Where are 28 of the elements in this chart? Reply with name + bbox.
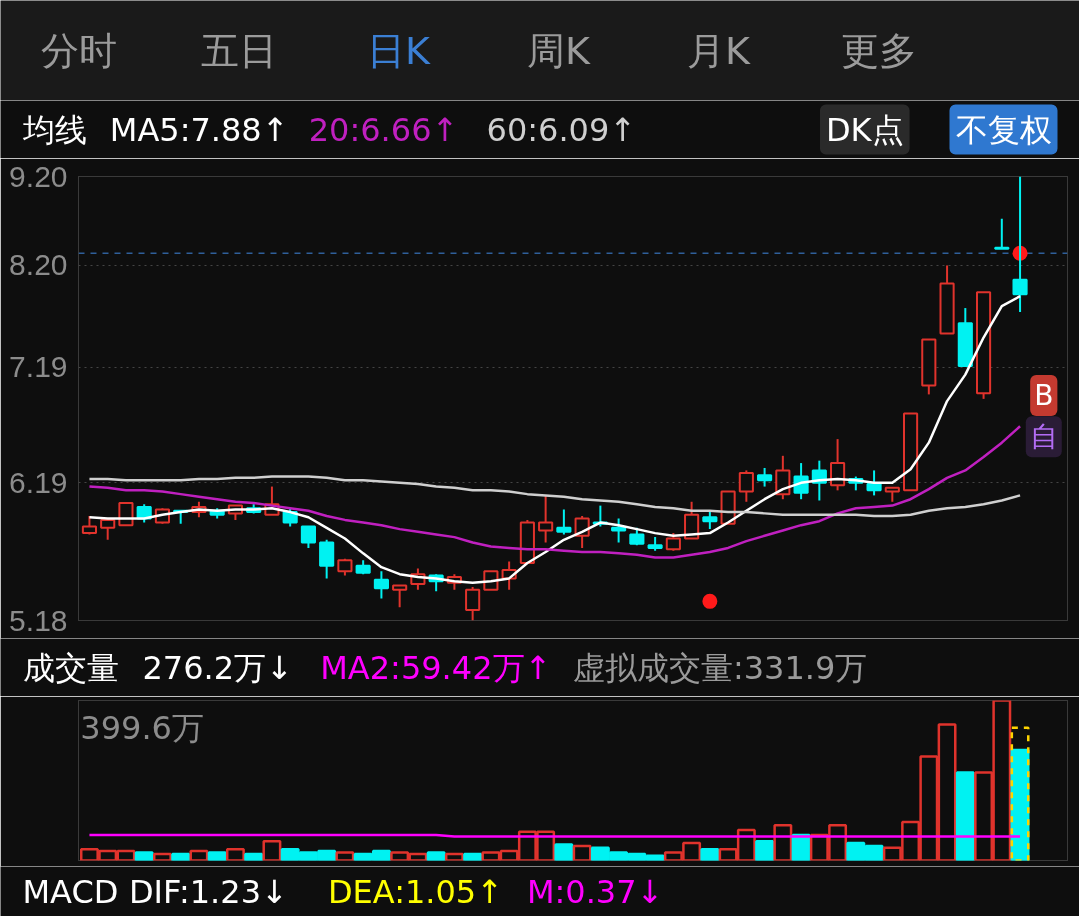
text: 虚拟成交量:331.9万 bbox=[572, 648, 868, 687]
text: 周K bbox=[527, 28, 592, 73]
text: MA2:59.42万↑ bbox=[320, 648, 552, 687]
y-tick-label: 9.20 bbox=[9, 159, 68, 193]
text: DIF:1.23↓ bbox=[128, 872, 288, 911]
text: DK点 bbox=[825, 110, 904, 149]
legend-title: 成交量 bbox=[22, 648, 119, 687]
text: DEA:1.05↑ bbox=[327, 872, 503, 911]
text: 不复权 bbox=[955, 110, 1052, 149]
y-tick-label: 7.19 bbox=[9, 350, 68, 384]
text: 更多 bbox=[840, 28, 917, 73]
text: 月K bbox=[687, 28, 752, 73]
text: M:0.37↓ bbox=[526, 872, 664, 911]
legend-title: MACD bbox=[22, 872, 119, 911]
text: 分时 bbox=[40, 28, 117, 73]
text: 20:6.66↑ bbox=[308, 110, 459, 149]
text: 276.2万↓ bbox=[142, 648, 293, 687]
annotation: 399.6万 bbox=[80, 708, 204, 747]
text: MA5:7.88↑ bbox=[109, 110, 289, 149]
text: 60:6.09↑ bbox=[486, 110, 637, 149]
y-tick-label: 6.19 bbox=[9, 465, 68, 499]
annotation: 自 bbox=[1029, 420, 1058, 454]
y-tick-label: 5.18 bbox=[9, 603, 68, 637]
text: 五日 bbox=[200, 28, 277, 73]
y-tick-label: 8.20 bbox=[9, 248, 68, 282]
text: 日K bbox=[367, 28, 432, 73]
legend-title: 均线 bbox=[21, 110, 87, 149]
annotation: B bbox=[1034, 379, 1054, 413]
